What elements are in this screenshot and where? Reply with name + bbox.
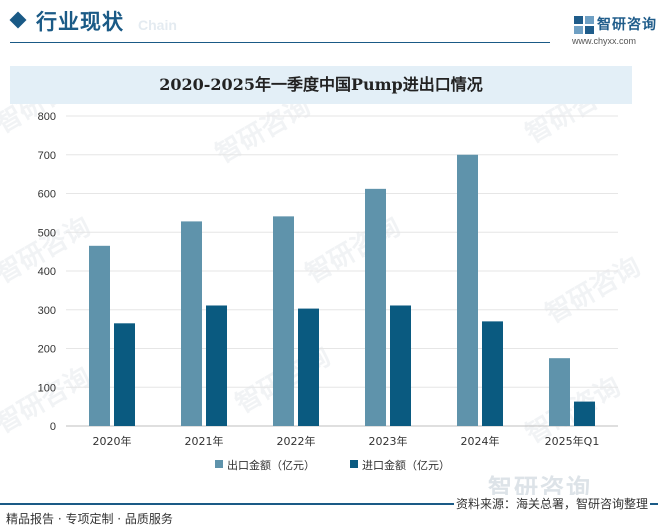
header-watermark-text: Chain [138,17,177,33]
bar-import [114,323,135,426]
header-divider [10,42,550,43]
legend-label: 出口金额（亿元） [227,458,315,472]
footer-divider [0,503,658,505]
brand-name: 智研咨询 [597,17,657,33]
chart-title: 2020-2025年一季度中国Pump进出口情况 [159,75,483,94]
section-title: 行业现状 [36,10,124,34]
source-note: 资料来源：海关总署，智研咨询整理 [453,495,650,512]
x-tick-label: 2023年 [369,434,408,448]
y-tick-label: 200 [38,344,56,356]
chart-title-band [10,66,632,104]
x-tick-label: 2021年 [185,434,224,448]
bar-export [549,358,570,426]
x-tick-label: 2020年 [93,434,132,448]
y-tick-label: 500 [38,227,56,239]
legend-label: 进口金额（亿元） [362,458,450,472]
brand-url: www.chyxx.com [572,36,637,46]
x-tick-label: 2025年Q1 [545,434,600,448]
bar-export [89,245,110,426]
y-tick-label: 0 [50,421,56,433]
bar-import [390,305,411,426]
bar-export [365,188,386,426]
y-tick-label: 400 [38,266,56,278]
legend-swatch [215,460,223,468]
bar-import [206,305,227,426]
y-tick-label: 300 [38,305,56,317]
bar-import [574,401,595,426]
y-tick-label: 800 [38,111,56,123]
header: 行业现状 Chain 智研咨询 www.chyxx.com [0,0,658,46]
bar-import [482,321,503,426]
x-tick-label: 2024年 [461,434,500,448]
footer-tagline: 精品报告 · 专项定制 · 品质服务 [6,512,173,526]
brand-logo-icon [574,16,594,34]
y-tick-label: 100 [38,382,56,394]
y-tick-label: 700 [38,150,56,162]
bar-export [273,216,294,426]
bar-import [298,308,319,426]
bar-export [181,221,202,426]
x-tick-label: 2022年 [277,434,316,448]
bar-export [457,154,478,426]
legend-swatch [350,460,358,468]
y-tick-label: 600 [38,189,56,201]
